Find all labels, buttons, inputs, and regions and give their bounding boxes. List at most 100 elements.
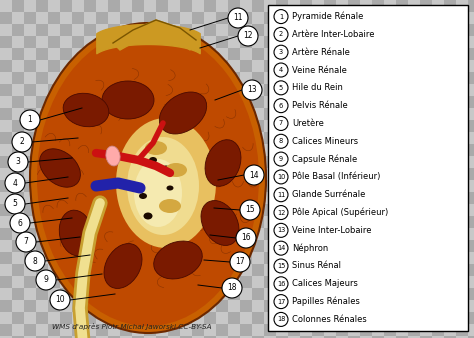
Bar [240,36,252,48]
Text: 10: 10 [277,174,285,180]
Bar [372,144,384,156]
Bar [96,180,108,192]
Bar [468,120,474,132]
Bar [336,336,348,338]
Bar [132,240,144,252]
Bar [192,24,204,36]
Bar [288,36,300,48]
Bar [468,288,474,300]
Bar [468,60,474,72]
Text: 17: 17 [277,298,285,305]
Bar [384,312,396,324]
Bar [168,96,180,108]
Bar [72,72,84,84]
Bar [252,312,264,324]
Bar [36,96,48,108]
Bar [336,108,348,120]
Bar [408,120,420,132]
Bar [36,0,48,12]
Bar [156,12,168,24]
Bar [408,156,420,168]
Bar [168,216,180,228]
Bar [192,300,204,312]
Bar [168,312,180,324]
Bar [48,48,60,60]
Bar [204,60,216,72]
Bar [420,60,432,72]
Bar [96,336,108,338]
Bar [180,312,192,324]
Bar [108,204,120,216]
Bar [0,216,12,228]
Bar [12,264,24,276]
Bar [96,0,108,12]
Bar [384,36,396,48]
Bar [252,120,264,132]
Bar [48,168,60,180]
Bar [372,0,384,12]
Bar [456,12,468,24]
Bar [300,336,312,338]
Bar [432,12,444,24]
Bar [120,264,132,276]
Bar [36,240,48,252]
Bar [312,336,324,338]
Bar [252,132,264,144]
Bar [384,156,396,168]
Bar [96,324,108,336]
Bar [96,252,108,264]
Bar [372,60,384,72]
Bar [384,108,396,120]
Bar [372,204,384,216]
Bar [276,192,288,204]
Bar [132,300,144,312]
Bar [60,336,72,338]
Bar [468,216,474,228]
Bar [288,108,300,120]
Bar [192,108,204,120]
Bar [12,132,24,144]
Bar [36,216,48,228]
Circle shape [274,188,288,202]
Bar [432,60,444,72]
Bar [192,96,204,108]
Bar [384,264,396,276]
Bar [360,60,372,72]
Bar [456,168,468,180]
Bar [384,144,396,156]
Bar [120,240,132,252]
Bar [132,132,144,144]
Ellipse shape [116,118,216,248]
Bar [24,324,36,336]
Circle shape [274,241,288,255]
Bar [408,192,420,204]
Bar [72,60,84,72]
Bar [96,204,108,216]
Bar [336,24,348,36]
Bar [300,240,312,252]
Bar [192,288,204,300]
Bar [252,252,264,264]
Bar [96,216,108,228]
Bar [468,0,474,12]
Ellipse shape [166,186,173,191]
Bar [216,204,228,216]
Bar [180,192,192,204]
Bar [456,264,468,276]
Bar [24,60,36,72]
Bar [48,228,60,240]
Bar [72,336,84,338]
Circle shape [274,312,288,327]
Bar [180,48,192,60]
Bar [348,156,360,168]
Bar [456,240,468,252]
Bar [384,276,396,288]
Bar [372,120,384,132]
Bar [288,192,300,204]
Text: 3: 3 [279,49,283,55]
Bar [348,276,360,288]
Bar [0,108,12,120]
Bar [48,288,60,300]
Bar [0,84,12,96]
Bar [264,36,276,48]
